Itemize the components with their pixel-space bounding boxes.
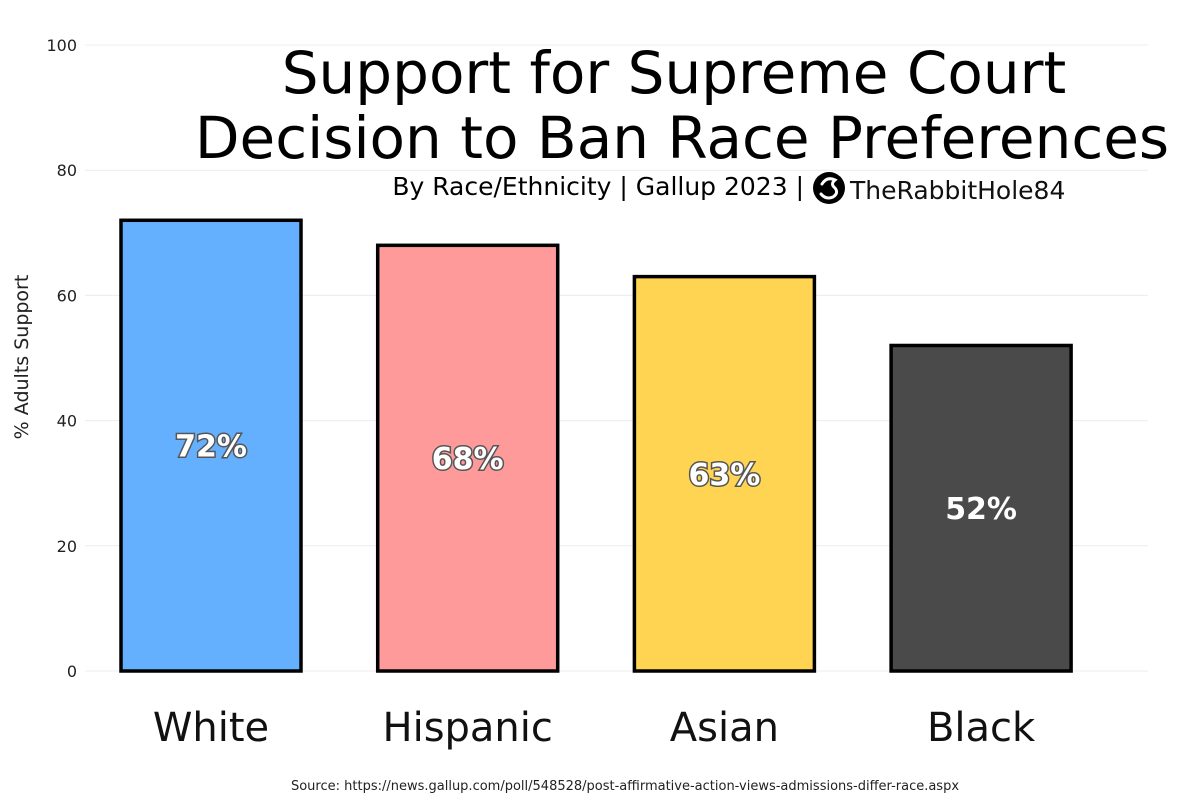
y-tick-label: 0 (67, 662, 77, 681)
data-label-white: 72% (175, 430, 247, 465)
category-label-black: Black (927, 705, 1036, 751)
y-tick-label: 60 (57, 286, 77, 305)
source-note: Source: https://news.gallup.com/poll/548… (291, 779, 959, 794)
bar-white (119, 218, 303, 673)
data-label-black: 52% (945, 492, 1017, 527)
data-label-hispanic: 68% (432, 442, 504, 477)
y-tick-label: 80 (57, 161, 77, 180)
y-tick-label: 40 (57, 412, 77, 431)
bar-asian (632, 274, 817, 673)
y-axis-ticks: 0 20 40 60 80 100 (46, 36, 77, 681)
y-tick-label: 20 (57, 537, 77, 556)
category-label-hispanic: Hispanic (383, 705, 553, 751)
bar-hispanic (375, 243, 560, 673)
chart-title-line-1: Support for Supreme Court (282, 39, 1067, 107)
y-axis-label: % Adults Support (11, 275, 33, 440)
data-labels: 72% 68% 63% 52% (174, 428, 1017, 527)
chart-subtitle: By Race/Ethnicity | Gallup 2023 | (392, 172, 804, 201)
y-tick-label: 100 (46, 36, 77, 55)
chart-title-line-2: Decision to Ban Race Preferences (195, 104, 1169, 172)
category-label-white: White (153, 705, 269, 751)
data-label-asian: 63% (688, 458, 760, 493)
bars (119, 218, 1073, 673)
category-label-asian: Asian (670, 705, 779, 751)
category-labels: White Hispanic Asian Black (153, 705, 1036, 751)
bar-black (889, 343, 1073, 673)
brand-name: TheRabbitHole84 (849, 176, 1065, 205)
rabbit-logo-icon (813, 172, 845, 204)
